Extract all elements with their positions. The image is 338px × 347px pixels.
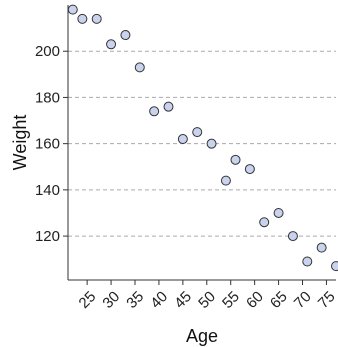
data-point-1 [67,4,78,15]
data-point-20 [331,261,338,272]
x-tick-label-60: 60 [243,288,267,312]
data-point-18 [302,256,313,267]
data-point-2 [77,13,88,24]
y-tick-label-160: 160 [35,136,60,153]
data-point-17 [287,231,298,242]
data-point-15 [259,217,270,228]
x-axis-title: Age [186,326,218,346]
data-point-10 [192,127,203,138]
x-tick-label-45: 45 [171,288,195,312]
x-tick-label-50: 50 [195,288,219,312]
x-tick-label-40: 40 [147,288,171,312]
data-point-11 [206,138,217,149]
data-point-13 [230,154,241,165]
data-point-16 [273,207,284,218]
data-point-9 [177,134,188,145]
gridlines [68,50,336,237]
data-point-12 [220,175,231,186]
x-tick-label-35: 35 [123,288,147,312]
x-tick-label-75: 75 [315,288,338,312]
data-points [67,4,338,272]
y-tick-label-140: 140 [35,182,60,199]
x-tick-label-70: 70 [291,288,315,312]
data-point-3 [91,13,102,24]
data-point-8 [163,101,174,112]
y-tick-label-120: 120 [35,228,60,245]
x-tick-label-65: 65 [267,288,291,312]
tick-labels: 120 140 160 180 200 25 30 35 40 45 50 55 60 65 70 75 [35,43,338,312]
y-tick-label-180: 180 [35,89,60,106]
data-point-4 [106,39,117,50]
data-point-6 [134,62,145,73]
data-point-5 [120,30,131,41]
x-tick-label-25: 25 [76,288,100,312]
axes [63,5,336,285]
data-point-14 [244,164,255,175]
y-axis-title: Weight [10,115,30,171]
y-tick-label-200: 200 [35,43,60,60]
data-point-7 [149,106,160,117]
data-point-19 [316,242,327,253]
x-tick-label-30: 30 [99,288,123,312]
x-tick-label-55: 55 [219,288,243,312]
